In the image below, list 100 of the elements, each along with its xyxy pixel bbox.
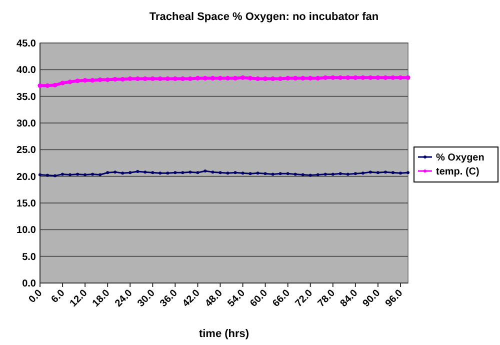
point	[308, 76, 313, 80]
point	[301, 173, 304, 176]
y-tick-label: 15.0	[16, 198, 36, 210]
point	[195, 76, 200, 80]
y-tick-label: 5.0	[22, 252, 36, 263]
point	[75, 78, 80, 84]
x-tick-label: 78.0	[316, 288, 338, 310]
point	[172, 76, 178, 82]
point	[294, 172, 297, 176]
point	[91, 172, 94, 176]
y-tick-label: 30.0	[16, 118, 36, 130]
point	[376, 75, 380, 80]
point	[188, 170, 192, 174]
point	[158, 172, 162, 175]
point	[331, 172, 334, 176]
point	[278, 172, 282, 176]
point	[256, 172, 260, 175]
point	[368, 170, 372, 174]
point	[300, 76, 306, 80]
point	[278, 76, 283, 82]
point	[346, 172, 350, 176]
point	[180, 76, 185, 82]
point	[84, 173, 87, 176]
x-tick-label: 96.0	[384, 288, 406, 310]
point	[196, 171, 200, 174]
point	[218, 171, 222, 174]
x-tick-label: 66.0	[270, 288, 293, 310]
point	[165, 76, 170, 82]
point	[248, 172, 252, 176]
point	[398, 172, 402, 175]
point	[45, 83, 50, 88]
point	[232, 76, 238, 80]
point	[361, 172, 364, 175]
x-tick-label: 60.0	[248, 288, 270, 310]
point	[368, 75, 373, 80]
point	[68, 80, 72, 84]
point	[338, 172, 342, 176]
point	[144, 170, 147, 174]
point	[202, 76, 208, 80]
point	[338, 75, 343, 80]
point	[68, 173, 72, 176]
point	[390, 75, 396, 80]
point	[120, 76, 125, 82]
point	[61, 172, 64, 176]
point	[226, 172, 230, 175]
x-tick-label: 90.0	[361, 288, 383, 310]
point	[286, 172, 290, 176]
point	[286, 76, 290, 80]
x-tick-label: 84.0	[338, 288, 360, 310]
point	[158, 76, 162, 82]
point	[330, 75, 336, 80]
x-axis-title: time (hrs)	[198, 328, 250, 340]
point	[354, 172, 357, 176]
x-tick-label: 42.0	[180, 288, 203, 310]
x-tick-label: 36.0	[158, 288, 180, 310]
y-tick-label: 10.0	[16, 225, 36, 236]
point	[38, 173, 42, 176]
point	[150, 76, 155, 82]
point	[241, 172, 244, 175]
point	[391, 171, 394, 174]
point	[398, 75, 403, 80]
point	[204, 170, 207, 172]
x-tick-label: 72.0	[293, 288, 316, 310]
point	[128, 171, 132, 174]
point	[98, 78, 102, 82]
point	[52, 82, 58, 88]
point	[98, 173, 102, 176]
point	[383, 75, 388, 80]
point	[128, 76, 132, 82]
point	[38, 83, 42, 88]
point	[218, 76, 223, 80]
y-tick-label: 20.0	[16, 172, 36, 183]
point	[324, 172, 327, 176]
x-tick-label: 48.0	[203, 288, 226, 310]
point	[263, 76, 268, 82]
point	[346, 75, 350, 80]
point	[376, 171, 380, 174]
point	[60, 80, 65, 86]
point	[135, 76, 140, 82]
point	[271, 172, 274, 176]
point	[240, 75, 246, 80]
point	[210, 76, 216, 80]
point	[46, 174, 50, 177]
point	[174, 171, 177, 174]
point	[225, 76, 230, 80]
y-tick-label: 25.0	[16, 145, 36, 156]
point	[316, 76, 320, 80]
point	[316, 173, 320, 176]
x-tick-label: 54.0	[226, 288, 248, 310]
point	[384, 170, 387, 174]
point	[270, 76, 276, 82]
x-tick-label: 6.0	[50, 288, 68, 306]
x-tick-label: 30.0	[136, 288, 158, 310]
chart-title: Tracheal Space % Oxygen: no incubator fan	[149, 11, 379, 23]
y-tick-label: 0.0	[22, 278, 36, 290]
legend-label: temp. (C)	[436, 166, 480, 178]
y-tick-label: 35.0	[16, 92, 36, 103]
point	[293, 76, 298, 80]
point	[353, 75, 358, 80]
point	[114, 170, 117, 174]
